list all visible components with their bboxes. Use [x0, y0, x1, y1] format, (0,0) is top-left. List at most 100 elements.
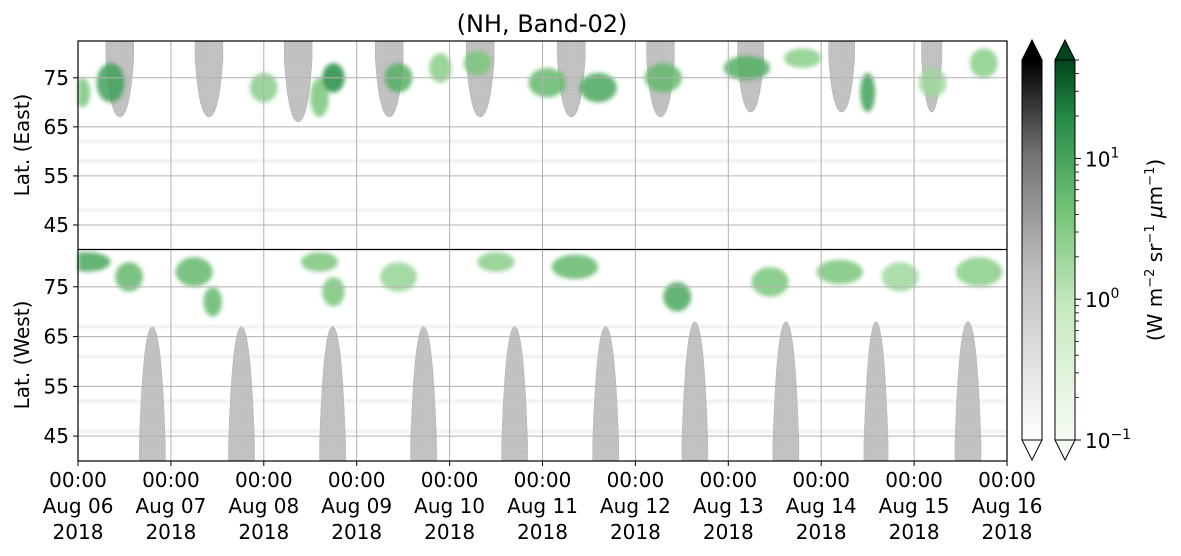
emission-patch: [429, 53, 452, 83]
emission-patch: [203, 287, 222, 317]
emission-patch: [322, 277, 345, 307]
x-tick-label: 00:00: [49, 468, 107, 492]
y-tick-label-east: 45: [44, 213, 69, 237]
colorbar-tick-label: 10−1: [1085, 427, 1131, 453]
x-tick-label: 2018: [53, 520, 104, 544]
emission-patch: [969, 48, 998, 78]
chart-title: (NH, Band-02): [457, 10, 628, 38]
colorbar-green-extend-bottom: [1054, 439, 1076, 462]
x-tick-label: 2018: [424, 520, 475, 544]
x-tick-label: 00:00: [328, 468, 386, 492]
x-tick-label: Aug 09: [321, 494, 392, 518]
emission-patch: [477, 252, 515, 272]
daylight-mask: [681, 321, 709, 461]
x-tick-label: 2018: [703, 520, 754, 544]
emission-patch: [379, 262, 418, 292]
colorbar-gray: [1021, 38, 1043, 462]
x-tick-label: 00:00: [792, 468, 850, 492]
x-tick-label: 00:00: [421, 468, 479, 492]
emission-patch: [816, 259, 864, 285]
colorbar-label: (W m−2 sr−1 μm−1): [1143, 159, 1167, 341]
colorbar-gray-extend-bottom: [1021, 439, 1043, 462]
emission-patch: [96, 63, 125, 103]
x-tick-label: 2018: [610, 520, 661, 544]
emission-patch: [579, 72, 617, 103]
x-tick-label: 00:00: [235, 468, 293, 492]
x-tick-label: Aug 14: [786, 494, 857, 518]
x-tick-label: 00:00: [978, 468, 1036, 492]
emission-patch: [528, 67, 566, 98]
x-tick-label: 00:00: [885, 468, 943, 492]
x-tick-label: Aug 11: [507, 494, 578, 518]
x-tick-label: Aug 06: [43, 494, 114, 518]
y-tick-label-east: 55: [44, 164, 69, 188]
daylight-mask: [410, 326, 437, 461]
y-tick-label-west: 75: [44, 275, 69, 299]
daylight-mask: [139, 326, 166, 461]
y-ticks-top: 45 55 65 75: [44, 66, 78, 237]
colorbar-gray-body: [1021, 59, 1043, 441]
y-axis-label-east: Lat. (East): [10, 94, 34, 197]
x-tick-label: Aug 15: [879, 494, 950, 518]
emission-layer: [78, 48, 1003, 317]
emission-patch: [551, 254, 599, 280]
daylight-mask: [194, 41, 224, 118]
x-tick-label: 00:00: [142, 468, 200, 492]
x-tick-label: 2018: [796, 520, 847, 544]
colorbar-tick-label: 101: [1085, 145, 1119, 171]
x-tick-label: 2018: [331, 520, 382, 544]
daylight-mask: [772, 321, 800, 461]
emission-west: [78, 252, 1003, 317]
emission-east: [78, 48, 998, 118]
emission-patch: [115, 262, 144, 292]
y-tick-label-east: 75: [44, 66, 69, 90]
emission-patch: [663, 282, 692, 312]
plot-area: [77, 40, 1008, 462]
daylight-mask: [228, 326, 255, 461]
daylight-masks-west: [139, 321, 982, 461]
x-tick-label: 2018: [889, 520, 940, 544]
emission-patch: [955, 257, 1003, 287]
x-tick-label: 2018: [982, 520, 1033, 544]
colorbar-green-body: [1054, 59, 1076, 441]
colorbar-gray-extend-top: [1021, 38, 1043, 61]
daylight-mask: [319, 326, 346, 461]
colorbar-green-extend-top: [1054, 38, 1076, 61]
y-tick-label-west: 55: [44, 374, 69, 398]
emission-patch: [463, 50, 492, 76]
y-tick-label-west: 65: [44, 325, 69, 349]
emission-patch: [78, 77, 91, 108]
emission-patch: [860, 72, 876, 113]
daylight-mask: [954, 321, 982, 461]
emission-patch: [784, 48, 822, 68]
x-tick-label: Aug 13: [693, 494, 764, 518]
x-tick-label: Aug 07: [135, 494, 206, 518]
colorbar-ticks: 101 100 10−1: [1075, 59, 1131, 453]
emission-patch: [723, 55, 771, 81]
colorbar-green: 101 100 10−1: [1054, 38, 1131, 462]
x-tick-label: Aug 16: [972, 494, 1043, 518]
x-tick-label: 00:00: [514, 468, 572, 492]
x-tick-label: Aug 10: [414, 494, 485, 518]
daylight-mask: [828, 41, 855, 113]
x-tick-label: 2018: [238, 520, 289, 544]
y-axis-label-west: Lat. (West): [10, 301, 34, 410]
y-tick-label-east: 65: [44, 115, 69, 139]
y-ticks-bottom: 75 65 55 45: [44, 275, 78, 448]
x-tick-label: 00:00: [607, 468, 665, 492]
daylight-mask: [863, 321, 889, 461]
daylight-mask: [501, 326, 528, 461]
emission-patch: [300, 252, 339, 272]
daylight-mask: [592, 326, 619, 461]
y-tick-label-west: 45: [44, 424, 69, 448]
emission-patch: [78, 252, 111, 272]
daylight-mask: [283, 41, 313, 123]
x-tick-label: 00:00: [699, 468, 757, 492]
x-tick-label: 2018: [517, 520, 568, 544]
emission-patch: [918, 67, 947, 98]
emission-patch: [310, 77, 329, 118]
emission-patch: [175, 257, 213, 287]
emission-patch: [751, 267, 789, 297]
